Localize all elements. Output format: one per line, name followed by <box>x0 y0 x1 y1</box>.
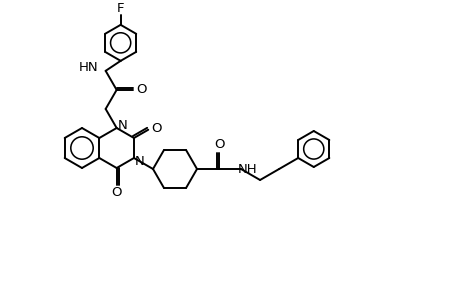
Text: N: N <box>134 154 145 167</box>
Text: N: N <box>118 118 127 131</box>
Text: F: F <box>117 2 124 15</box>
Text: O: O <box>151 122 161 135</box>
Text: HN: HN <box>79 61 98 74</box>
Text: O: O <box>213 138 224 151</box>
Text: O: O <box>135 83 146 96</box>
Text: NH: NH <box>238 163 257 176</box>
Text: O: O <box>111 186 122 199</box>
